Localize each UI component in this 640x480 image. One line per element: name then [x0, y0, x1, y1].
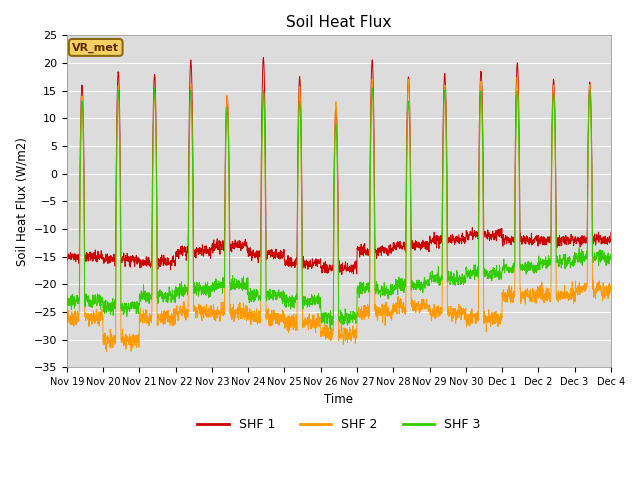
Line: SHF 2: SHF 2: [67, 77, 611, 352]
SHF 3: [431, 273, 438, 278]
SHF 3: [326, 326, 334, 332]
SHF 1: [338, 272, 346, 277]
SHF 3: [63, 292, 70, 298]
Legend: SHF 1, SHF 2, SHF 3: SHF 1, SHF 2, SHF 3: [193, 413, 485, 436]
SHF 2: [607, 288, 614, 293]
SHF 2: [513, 74, 521, 80]
Title: Soil Heat Flux: Soil Heat Flux: [286, 15, 392, 30]
SHF 3: [492, 273, 500, 278]
SHF 3: [319, 311, 326, 316]
SHF 1: [63, 254, 70, 260]
SHF 2: [492, 316, 499, 322]
X-axis label: Time: Time: [324, 393, 353, 406]
SHF 2: [461, 313, 468, 319]
SHF 2: [431, 310, 438, 315]
Line: SHF 3: SHF 3: [67, 88, 611, 329]
Y-axis label: Soil Heat Flux (W/m2): Soil Heat Flux (W/m2): [15, 137, 28, 266]
SHF 1: [260, 55, 268, 60]
SHF 2: [63, 318, 70, 324]
SHF 2: [607, 290, 614, 296]
SHF 3: [607, 255, 614, 261]
SHF 1: [607, 237, 614, 242]
SHF 3: [161, 295, 168, 301]
SHF 1: [161, 260, 168, 266]
SHF 2: [161, 309, 168, 315]
SHF 1: [461, 238, 468, 243]
SHF 3: [607, 252, 614, 257]
SHF 2: [319, 332, 326, 338]
SHF 2: [103, 349, 111, 355]
SHF 3: [461, 277, 468, 283]
Line: SHF 1: SHF 1: [67, 58, 611, 275]
SHF 1: [607, 230, 614, 236]
SHF 1: [492, 235, 500, 240]
SHF 3: [369, 85, 376, 91]
Text: VR_met: VR_met: [72, 42, 119, 52]
SHF 1: [319, 264, 326, 270]
SHF 1: [431, 240, 438, 246]
